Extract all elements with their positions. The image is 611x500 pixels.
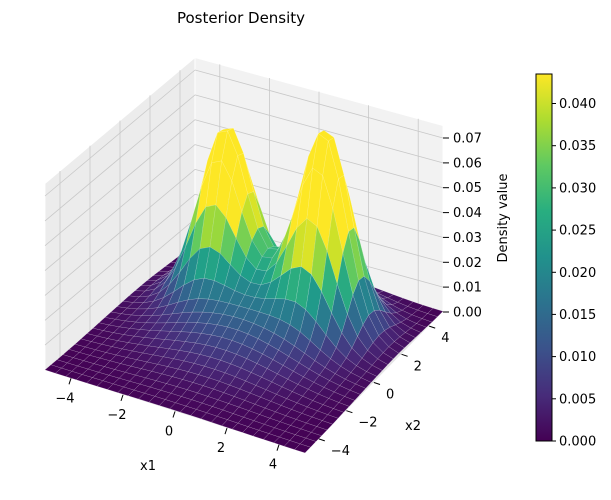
surface-facet: [399, 332, 416, 343]
x-axis-tick: [68, 378, 72, 385]
colorbar-tick-label: 0.010: [559, 350, 596, 365]
surface-facet: [321, 414, 339, 425]
z-tick-label: 0.00: [453, 306, 482, 321]
grid-line-z-left: [44, 193, 196, 321]
axes-group: −4 −2 0 2 4 −4 −2 0 2 4 0.00 0.01 0.02 0.03 0.04 0.05 0.…: [55, 132, 482, 473]
grid-line-z-back: [194, 69, 444, 139]
z-tick-label: 0.07: [453, 132, 482, 147]
surface-facet: [333, 402, 350, 413]
surface-facet: [305, 432, 322, 442]
y-axis-tick: [373, 382, 381, 385]
grid-line-z-back: [194, 94, 444, 164]
surface-facet: [366, 365, 383, 377]
y-tick-label: 0: [386, 388, 394, 403]
x-tick-label: 4: [269, 458, 277, 473]
y-tick-label: 2: [414, 359, 422, 374]
colorbar-tick-label: 0.030: [559, 181, 596, 196]
surface-facet: [349, 383, 367, 395]
z-axis-label: Density value: [496, 173, 511, 262]
x-tick-label: −4: [55, 391, 74, 406]
y-tick-label: −2: [358, 416, 377, 431]
x-axis-tick: [276, 444, 280, 451]
colorbar: [535, 73, 553, 442]
colorbar-tick-label: 0.035: [559, 139, 596, 154]
colorbar-tick-label: 0.000: [559, 435, 596, 450]
x-tick-label: 2: [217, 441, 225, 456]
surface-facet: [355, 377, 372, 389]
y-tick-label: 4: [441, 331, 449, 346]
z-tick-label: 0.02: [453, 256, 482, 271]
x-axis-label: x1: [140, 459, 156, 474]
y-axis-tick: [346, 410, 353, 414]
x-axis-tick: [120, 394, 124, 402]
x-tick-label: −2: [107, 408, 126, 423]
surface-facet: [393, 336, 411, 349]
surface-facet: [344, 389, 361, 401]
z-tick-label: 0.04: [453, 206, 482, 221]
grid-line-z-left: [44, 94, 196, 222]
y-axis-tick: [429, 325, 436, 329]
x-tick-label: 0: [165, 425, 173, 440]
x-axis-tick: [224, 427, 228, 435]
y-axis-label: x2: [405, 419, 421, 434]
grid-line-z-left: [44, 144, 196, 271]
surface-facet: [427, 308, 444, 317]
grid-line-z-left: [44, 218, 196, 346]
colorbar-ticks: 0.000 0.005 0.010 0.015 0.020 0.025 0.030 0.035…: [552, 97, 596, 450]
grid-line-z-left: [44, 69, 196, 197]
grid-line-z-left: [44, 169, 196, 296]
colorbar-tick-label: 0.040: [559, 97, 596, 112]
chart-title: Posterior Density: [177, 9, 305, 27]
colorbar-tick-label: 0.020: [559, 266, 596, 281]
y-tick-label: −4: [331, 444, 350, 459]
surface-facet: [410, 323, 427, 333]
z-tick-label: 0.01: [453, 281, 482, 296]
colorbar-tick-label: 0.025: [559, 224, 596, 239]
surface-facet: [294, 443, 311, 454]
y-axis-tick: [401, 353, 408, 357]
y-axis-tick: [318, 438, 325, 442]
z-tick-label: 0.05: [453, 181, 482, 196]
z-tick-label: 0.03: [453, 231, 482, 246]
x-axis-tick: [172, 411, 176, 418]
colorbar-tick-label: 0.005: [559, 392, 596, 407]
surface-facet: [405, 327, 422, 338]
surface-mesh: [44, 127, 444, 454]
surface-facet: [416, 318, 433, 328]
z-tick-label: 0.06: [453, 156, 482, 171]
grid-line-z-left: [44, 119, 196, 247]
colorbar-tick-label: 0.015: [559, 308, 596, 323]
